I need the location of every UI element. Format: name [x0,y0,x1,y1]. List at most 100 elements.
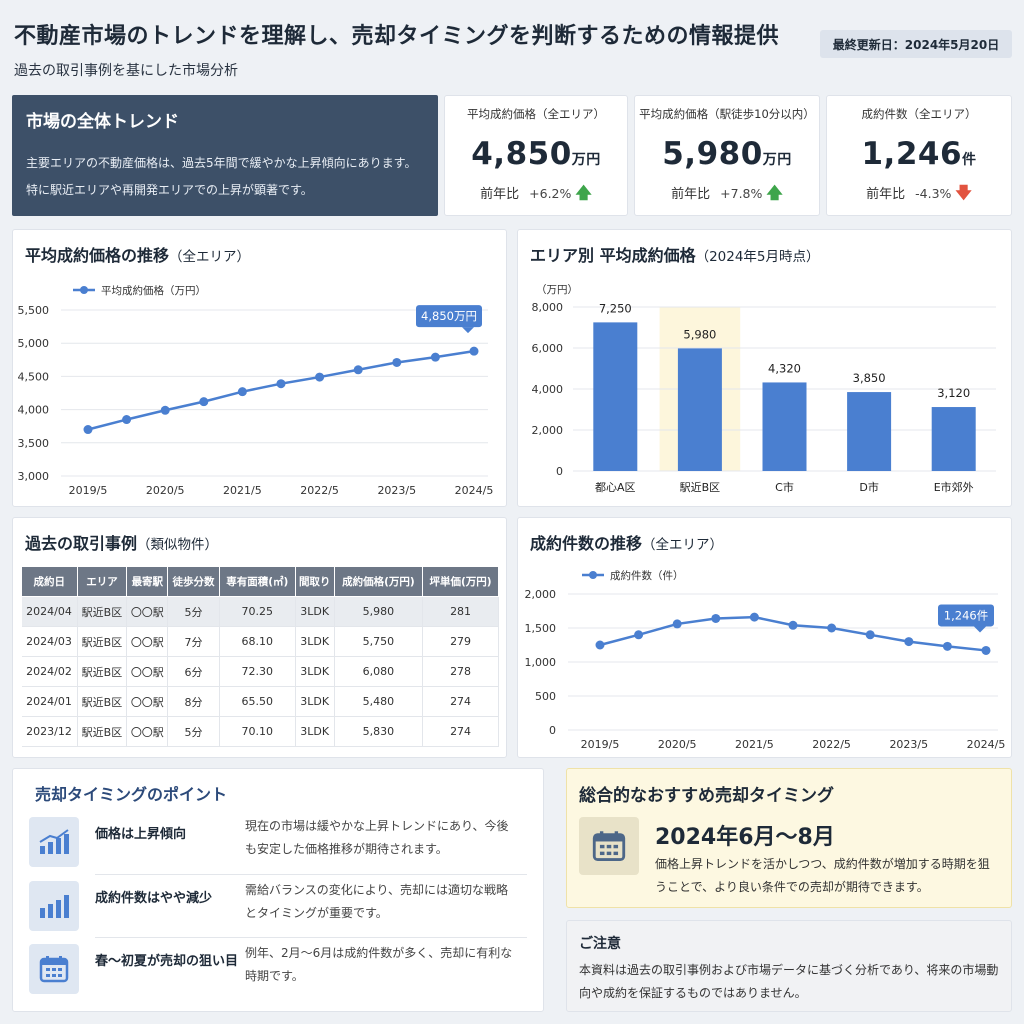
callout-box [938,604,994,627]
table-cell: 278 [422,656,499,687]
table-cell: 3LDK [295,686,335,717]
bar [677,348,722,471]
table-row: 2024/03 駅近B区 〇〇駅 7分 68.10 3LDK 5,750 279 [21,626,499,657]
x-tick-label: 2020/5 [658,738,697,751]
callout-box [416,305,482,328]
table-cell: 5,480 [334,686,424,717]
table-cell: 8分 [167,686,220,717]
column-header: 専有面積(㎡) [218,566,296,597]
table-row: 2024/01 駅近B区 〇〇駅 8分 65.50 3LDK 5,480 274 [21,686,499,717]
table-row: 2024/02 駅近B区 〇〇駅 6分 72.30 3LDK 6,080 278 [21,656,499,687]
transactions-card: 過去の取引事例（類似物件） 成約日 エリア 最寄駅 徒歩分数 専有面積(㎡) 間取り 成約価… [12,517,507,758]
table-cell: 駅近B区 [77,626,128,657]
table-row: 2024/04 駅近B区 〇〇駅 5分 70.25 3LDK 5,980 281 [21,596,499,627]
arrow-up-icon: 🡅 [766,183,783,202]
legend-label: 平均成約価格（万円） [101,284,206,297]
recommend-text: 価格上昇トレンドを活かしつつ、成約件数が増加する時期を狙うことで、より良い条件で… [655,857,990,894]
data-point [392,357,402,367]
point-text: 現在の市場は緩やかな上昇トレンドにあり、今後も安定した価格推移が期待されます。 [245,819,509,856]
data-point [865,630,875,640]
data-point [711,613,721,623]
data-point [942,641,952,651]
x-tick-label: 2022/5 [300,484,339,497]
data-point [827,623,837,633]
table-cell: 70.10 [219,716,296,747]
table-cell: 6,080 [334,656,424,687]
legend-label: 成約件数（件） [610,569,684,582]
kpi-label: 成約件数（全エリア） [861,107,977,121]
table-cell: 〇〇駅 [126,716,169,747]
table-cell: 2023/12 [21,716,78,747]
legend-marker [80,286,88,294]
table-cell: 駅近B区 [77,596,128,627]
y-axis-label: （万円） [536,284,578,296]
divider [95,874,527,875]
y-tick-label: 0 [549,724,556,737]
table-cell: 2024/01 [21,686,78,717]
calendar-icon [579,817,639,875]
table-cell: 70.25 [219,596,296,627]
data-point [83,425,93,435]
data-point [160,405,170,415]
x-tick-label: 都心A区 [595,481,636,494]
notice-text: 本資料は過去の取引事例および市場データに基づく分析であり、将来の市場動向や成約を… [579,963,999,1000]
data-point [122,415,132,425]
point-head: 成約件数はやや減少 [95,891,213,906]
x-tick-label: D市 [859,480,878,494]
table-cell: 駅近B区 [77,686,128,717]
table-cell: 274 [422,686,499,717]
column-header: 最寄駅 [126,566,169,597]
data-point [199,397,209,407]
data-point [749,612,759,622]
x-tick-label: 2023/5 [889,738,928,751]
y-tick-label: 0 [556,465,563,478]
calendar-icon [29,944,79,994]
kpi-label: 平均成約価格（駅徒歩10分以内） [639,107,815,121]
x-tick-label: 2021/5 [223,484,262,497]
notice-title: ご注意 [579,936,621,952]
table-cell: 〇〇駅 [126,596,169,627]
bar [762,382,807,471]
bar-value-label: 7,250 [599,301,632,315]
data-point [276,379,286,389]
transactions-table: 成約日 エリア 最寄駅 徒歩分数 専有面積(㎡) 間取り 成約価格(万円) 坪単価(万円) 2… [21,566,499,747]
selling-points-card: 売却タイミングのポイント 価格は上昇傾向 現在の市場は緩やかな上昇トレンドにあり… [12,768,544,1012]
series-line [87,349,475,431]
table-cell: 68.10 [219,626,296,657]
point-text: 例年、2月〜6月は成約件数が多く、売却に有利な時期です。 [245,946,513,983]
deal-count-chart-card: 成約件数の推移（全エリア） 0 500 1,000 1,500 2,000 2019/5 2… [517,517,1012,758]
data-point [904,637,914,647]
rising-chart-icon [29,817,79,867]
column-header: 成約日 [21,566,78,597]
data-point [237,387,247,397]
table-cell: 駅近B区 [77,656,128,687]
kpi-label: 平均成約価格（全エリア） [467,107,605,121]
kpi-card-station-price: 平均成約価格（駅徒歩10分以内） 5,980万円 前年比 +7.8% 🡅 [634,95,820,216]
callout-label: 4,850万円 [421,309,477,323]
point-item: 価格は上昇傾向 現在の市場は緩やかな上昇トレンドにあり、今後も安定した価格推移が… [29,817,515,867]
column-header: 坪単価(万円) [422,566,499,597]
x-tick-label: 2019/5 [581,738,620,751]
kpi-card-deal-count: 成約件数（全エリア） 1,246件 前年比 -4.3% 🡇 [826,95,1012,216]
points-title: 売却タイミングのポイント [35,785,228,804]
bar [593,322,638,471]
market-trend-title: 市場の全体トレンド [26,112,179,132]
last-updated-badge: 最終更新日：2024年5月20日 [820,30,1012,58]
data-point [430,352,440,362]
y-tick-label: 5,500 [18,304,50,317]
x-tick-label: E市郊外 [934,480,974,494]
data-point [595,640,605,650]
area-price-bar-chart: （万円） 0 2,000 4,000 6,000 8,000 7,250 都心A区 5,980 駅… [532,284,996,494]
arrow-down-icon: 🡇 [955,183,972,202]
price-trend-chart-card: 平均成約価格の推移（全エリア） 3,000 3,500 4,000 4,500 5,00… [12,229,507,507]
x-tick-label: 2022/5 [812,738,851,751]
kpi-yoy: 前年比 -4.3% 🡇 [866,183,972,202]
table-row: 2023/12 駅近B区 〇〇駅 5分 70.10 3LDK 5,830 274 [21,716,499,747]
notice-card: ご注意 本資料は過去の取引事例および市場データに基づく分析であり、将来の市場動向… [566,920,1012,1012]
table-cell: 5,830 [334,716,424,747]
table-cell: 〇〇駅 [126,626,169,657]
kpi-value: 4,850万円 [471,136,601,172]
chart-title: 成約件数の推移（全エリア） [530,534,724,553]
data-point [981,645,991,655]
table-cell: 274 [422,716,499,747]
